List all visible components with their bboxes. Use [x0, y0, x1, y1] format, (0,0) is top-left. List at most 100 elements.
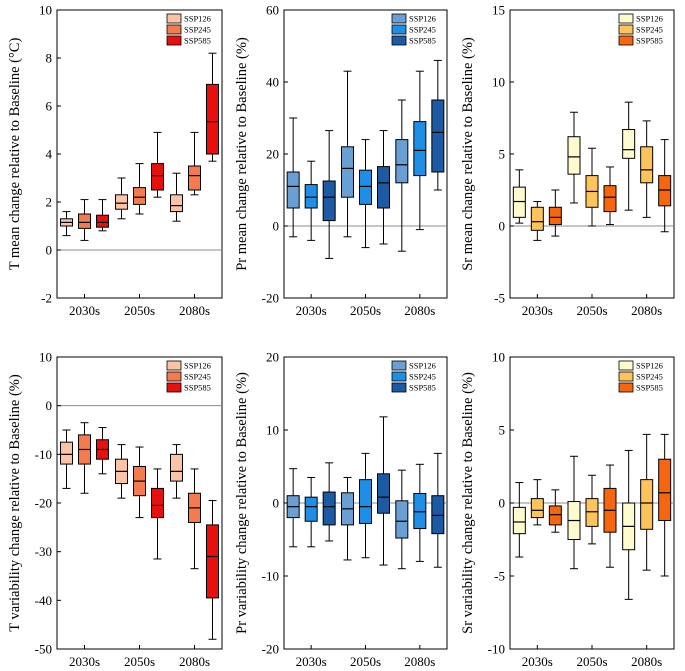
legend-label: SSP126	[409, 14, 436, 24]
chart-panel-t-var: -50 -40 -30 -20 -10 0 10 2030s 2050s 2080s T varia…	[7, 350, 223, 669]
y-tick-label: 60	[266, 3, 279, 18]
box-ssp585-2080s	[206, 52, 219, 162]
box-iqr	[170, 453, 183, 482]
y-tick-label: 20	[266, 147, 279, 162]
box-ssp585-2080s	[206, 500, 219, 640]
box-ssp585-2030s	[96, 199, 109, 232]
box-iqr	[567, 136, 581, 175]
legend-label: SSP245	[636, 372, 663, 382]
x-tick-label: 2030s	[296, 303, 327, 318]
legend-swatch	[391, 24, 407, 35]
box-ssp245-2030s	[78, 199, 91, 241]
box-ssp585-2080s	[431, 59, 445, 191]
y-tick-label: 0	[46, 243, 53, 258]
legend-label: SSP245	[184, 25, 211, 35]
y-tick-label: 10	[492, 350, 505, 365]
box-iqr	[431, 495, 445, 535]
legend-label: SSP585	[636, 383, 663, 393]
box-iqr	[548, 206, 562, 226]
box-ssp126-2080s	[170, 172, 183, 222]
legend-label: SSP126	[636, 361, 663, 371]
box-ssp585-2030s	[322, 130, 336, 259]
y-tick-label: -30	[35, 544, 52, 559]
box-ssp126-2080s	[622, 101, 636, 211]
y-tick-label: -2	[41, 291, 52, 306]
box-ssp245-2030s	[304, 476, 318, 548]
box-ssp245-2050s	[585, 474, 599, 545]
y-tick-label: 40	[266, 75, 279, 90]
box-iqr	[322, 180, 336, 222]
y-tick-label: -20	[262, 291, 279, 306]
y-axis-title: Pr variability change relative to Baseli…	[234, 372, 250, 634]
x-tick-label: 2050s	[350, 303, 381, 318]
legend-swatch	[391, 13, 407, 24]
box-ssp585-2080s	[658, 433, 672, 577]
box-iqr	[548, 505, 562, 526]
box-ssp245-2050s	[359, 452, 372, 559]
box-ssp245-2080s	[640, 433, 654, 571]
y-tick-label: -10	[35, 447, 52, 462]
x-tick-label: 2080s	[179, 654, 210, 669]
y-tick-label: 20	[266, 350, 279, 365]
legend-swatch	[391, 35, 407, 46]
box-ssp585-2030s	[548, 489, 562, 533]
x-tick-label: 2080s	[179, 303, 210, 318]
box-iqr	[512, 506, 526, 535]
legend-swatch	[166, 360, 182, 371]
y-tick-label: 5	[499, 147, 506, 162]
legend-swatch	[166, 35, 182, 46]
box-ssp126-2050s	[567, 111, 581, 204]
legend-swatch	[166, 13, 182, 24]
box-iqr	[286, 171, 300, 209]
box-iqr	[512, 186, 526, 218]
legend-label: SSP585	[409, 36, 436, 46]
chart-panel-pr-mean: -20 0 20 40 60 2030s 2050s 2080s Pr mean change …	[234, 3, 448, 318]
x-tick-label: 2030s	[69, 654, 100, 669]
box-iqr	[359, 169, 372, 205]
legend-label: SSP245	[409, 372, 436, 382]
x-tick-label: 2050s	[576, 303, 607, 318]
box-iqr	[188, 165, 201, 191]
box-ssp585-2050s	[151, 131, 164, 198]
legend-swatch	[166, 382, 182, 393]
legend-label: SSP245	[184, 372, 211, 382]
box-ssp126-2080s	[170, 444, 183, 499]
legend-swatch	[391, 371, 407, 382]
y-tick-label: 0	[273, 219, 280, 234]
box-ssp585-2030s	[96, 427, 109, 475]
box-ssp585-2080s	[431, 452, 445, 568]
legend-swatch	[618, 371, 634, 382]
y-axis-title: Pr mean change relative to Baseline (%)	[234, 37, 250, 271]
box-iqr	[304, 184, 318, 209]
box-iqr	[206, 83, 219, 155]
box-ssp126-2030s	[286, 468, 300, 548]
legend-swatch	[618, 35, 634, 46]
box-ssp126-2030s	[512, 169, 526, 224]
x-tick-label: 2030s	[522, 303, 553, 318]
box-ssp126-2080s	[622, 449, 636, 600]
box-iqr	[151, 487, 164, 519]
y-tick-label: -20	[262, 642, 279, 657]
x-tick-label: 2050s	[576, 654, 607, 669]
box-iqr	[413, 493, 427, 530]
legend-label: SSP585	[409, 383, 436, 393]
box-ssp245-2050s	[585, 147, 599, 227]
x-tick-label: 2050s	[350, 654, 381, 669]
box-ssp585-2050s	[151, 468, 164, 560]
box-iqr	[60, 441, 73, 465]
box-ssp245-2080s	[640, 120, 654, 218]
box-iqr	[170, 194, 183, 213]
box-ssp245-2050s	[133, 446, 146, 519]
box-iqr	[530, 206, 544, 231]
box-ssp245-2050s	[359, 139, 372, 249]
box-ssp245-2030s	[530, 479, 544, 526]
y-tick-label: 8	[46, 51, 53, 66]
y-tick-label: -10	[488, 642, 505, 657]
legend-label: SSP126	[184, 361, 211, 371]
legend-swatch	[618, 13, 634, 24]
box-ssp126-2080s	[395, 99, 409, 252]
box-ssp245-2080s	[413, 463, 427, 562]
